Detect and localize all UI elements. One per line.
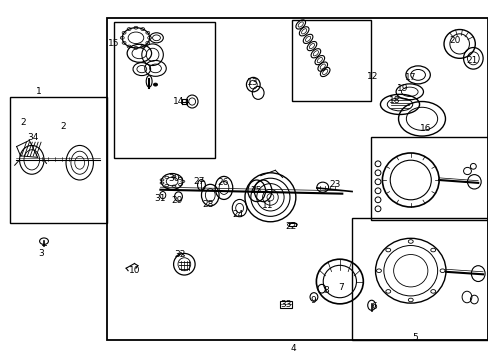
Bar <box>114 22 215 158</box>
Text: 19: 19 <box>396 84 407 93</box>
Text: 28: 28 <box>202 200 214 209</box>
Text: 31: 31 <box>154 194 165 203</box>
Bar <box>292 20 370 101</box>
Text: 12: 12 <box>366 72 378 81</box>
Text: 34: 34 <box>27 133 39 142</box>
Text: 23: 23 <box>328 180 340 189</box>
Text: 22: 22 <box>285 222 297 231</box>
Text: 1: 1 <box>36 87 42 96</box>
Text: 13: 13 <box>246 77 258 86</box>
Text: 14: 14 <box>173 97 184 106</box>
Text: 27: 27 <box>193 177 204 186</box>
Text: 6: 6 <box>370 302 376 311</box>
Text: 25: 25 <box>250 186 262 194</box>
Text: 30: 30 <box>167 174 179 183</box>
Bar <box>351 218 487 340</box>
Text: 9: 9 <box>309 296 315 305</box>
Bar <box>106 18 487 340</box>
Text: 29: 29 <box>171 197 183 205</box>
Text: 15: 15 <box>107 40 119 49</box>
Text: 17: 17 <box>404 72 416 81</box>
Text: 7: 7 <box>338 284 344 292</box>
Text: 8: 8 <box>323 287 329 295</box>
Text: 5: 5 <box>411 333 417 342</box>
Text: 11: 11 <box>262 201 273 210</box>
Text: 16: 16 <box>419 123 430 132</box>
Text: 2: 2 <box>61 122 66 131</box>
Ellipse shape <box>153 83 157 86</box>
Text: 26: 26 <box>217 178 228 187</box>
Text: 18: 18 <box>388 96 400 105</box>
Text: 3: 3 <box>39 249 44 258</box>
Text: 21: 21 <box>465 56 477 65</box>
Bar <box>10 97 106 223</box>
Text: 20: 20 <box>448 36 460 45</box>
Bar <box>370 137 487 220</box>
Text: 10: 10 <box>128 266 140 275</box>
Text: 24: 24 <box>231 210 243 219</box>
Text: 4: 4 <box>290 344 296 353</box>
Bar <box>279 301 291 308</box>
Text: 2: 2 <box>20 118 26 127</box>
Text: 33: 33 <box>280 300 291 309</box>
Text: 32: 32 <box>174 251 185 259</box>
